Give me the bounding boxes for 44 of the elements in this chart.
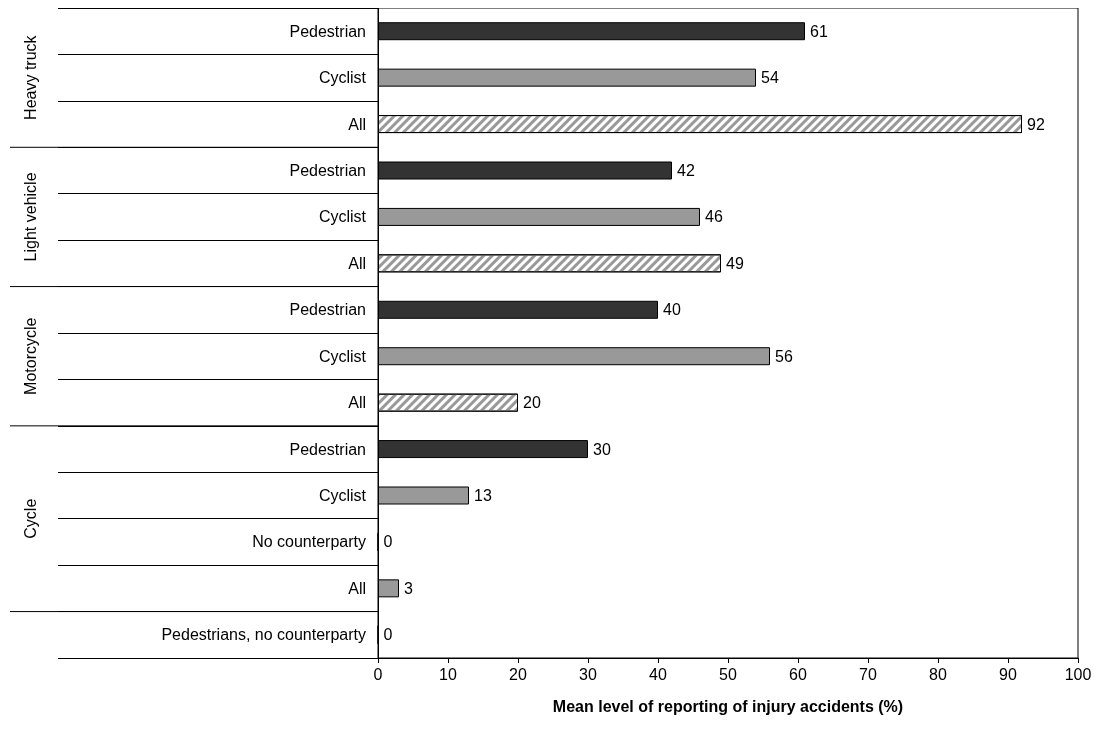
x-axis-title: Mean level of reporting of injury accidents (%) bbox=[552, 697, 904, 715]
x-tick-label: 50 bbox=[719, 665, 737, 683]
y-tick-label: Cyclist bbox=[318, 69, 367, 87]
data-label: 30 bbox=[593, 440, 611, 458]
x-tick-label: 80 bbox=[929, 665, 947, 683]
y-tick-label: All bbox=[348, 115, 366, 133]
text: Light vehicle bbox=[21, 172, 39, 262]
y-tick-label: Pedestrian bbox=[289, 301, 366, 319]
x-tick-label: 20 bbox=[509, 665, 527, 683]
x-tick-label: 10 bbox=[439, 665, 457, 683]
data-label: 54 bbox=[761, 69, 779, 87]
y-tick-label: Pedestrian bbox=[289, 440, 366, 458]
y-tick-label: No counterparty bbox=[252, 533, 366, 551]
data-label: 56 bbox=[775, 347, 793, 365]
x-tick-label: 70 bbox=[859, 665, 877, 683]
x-tick-label: 60 bbox=[789, 665, 807, 683]
text: Motorcycle bbox=[21, 317, 39, 395]
x-tick-label: 40 bbox=[649, 665, 667, 683]
y-tick-label: Cyclist bbox=[318, 487, 367, 504]
data-label: 42 bbox=[677, 162, 695, 179]
y-tick-label: Pedestrian bbox=[289, 22, 366, 40]
x-tick-label: 0 bbox=[373, 665, 383, 683]
data-label: 92 bbox=[1027, 115, 1045, 133]
data-label: 13 bbox=[474, 487, 492, 504]
x-tick-label: 100 bbox=[1064, 665, 1092, 683]
y-tick-label: All bbox=[348, 579, 366, 597]
x-tick-label: 30 bbox=[579, 665, 597, 683]
data-label: 46 bbox=[705, 208, 723, 226]
y-tick-label: Pedestrians, no counterparty bbox=[161, 626, 366, 644]
data-label: 49 bbox=[726, 254, 744, 272]
y-tick-label: All bbox=[348, 254, 366, 272]
y-tick-label: Cyclist bbox=[318, 208, 367, 226]
text: Cycle bbox=[21, 498, 39, 539]
data-label: 40 bbox=[663, 301, 681, 319]
data-label: 20 bbox=[523, 394, 541, 412]
text: Heavy truck bbox=[21, 34, 39, 120]
x-tick-label: 90 bbox=[999, 665, 1017, 683]
y-tick-label: Pedestrian bbox=[289, 162, 366, 179]
data-label: 0 bbox=[383, 626, 393, 644]
y-tick-label: All bbox=[348, 394, 366, 412]
data-label: 0 bbox=[383, 533, 393, 551]
data-label: 61 bbox=[810, 22, 828, 40]
data-label: 3 bbox=[404, 579, 413, 597]
y-tick-label: Cyclist bbox=[318, 347, 367, 365]
